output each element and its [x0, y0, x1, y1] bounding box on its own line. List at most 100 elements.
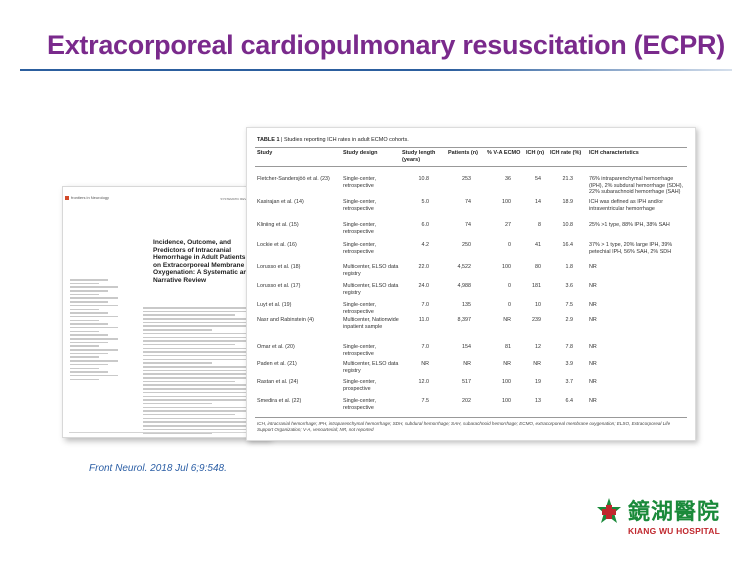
- cell-va-ecmo: 81: [505, 344, 511, 350]
- cell-ich-n: 13: [535, 398, 541, 404]
- cell-ich-n: 8: [538, 222, 541, 228]
- col-header-ich-n: ICH (n): [526, 150, 545, 156]
- col-header-length: Study length (years): [402, 150, 436, 163]
- hospital-logo-icon: [597, 498, 621, 523]
- cell-design: Multicenter, ELSO data registry: [343, 361, 399, 374]
- cell-study: Lockie et al. (16): [257, 242, 297, 248]
- cell-study: Rastan et al. (24): [257, 379, 299, 385]
- cell-ich-characteristics: 76% intraparenchymal hemorrhage (IPH), 2…: [589, 176, 684, 195]
- cell-study: Paden et al. (21): [257, 361, 297, 367]
- hospital-logo: 鏡湖醫院 KIANG WU HOSPITAL: [594, 494, 734, 544]
- cell-ich-rate: 6.4: [565, 398, 574, 404]
- cell-patients: 253: [462, 176, 471, 182]
- table-header-rule: [255, 166, 687, 167]
- cell-patients: 517: [462, 379, 471, 385]
- cell-design: Single-center, retrospective: [343, 222, 376, 235]
- cell-ich-characteristics: NR: [589, 379, 597, 385]
- table-bottom-rule: [255, 417, 687, 418]
- cell-study: Lorusso et al. (17): [257, 283, 301, 289]
- table-caption: TABLE 1 | Studies reporting ICH rates in…: [257, 137, 409, 143]
- citation: Front Neurol. 2018 Jul 6;9:548.: [89, 463, 227, 474]
- table-figure: TABLE 1 | Studies reporting ICH rates in…: [246, 127, 696, 441]
- cell-patients: NR: [463, 361, 471, 367]
- cell-design: Multicenter, ELSO data registry: [343, 283, 399, 296]
- table-caption-text: | Studies reporting ICH rates in adult E…: [281, 137, 409, 143]
- cell-patients: 8,397: [457, 317, 472, 323]
- cell-ich-n: 41: [535, 242, 541, 248]
- cell-study: Fletcher-Sandersjöö et al. (23): [257, 176, 330, 182]
- cell-ich-rate: 3.7: [565, 379, 574, 385]
- cell-ich-rate: 16.4: [562, 242, 574, 248]
- cell-ich-n: 12: [535, 344, 541, 350]
- cell-patients: 135: [462, 302, 471, 308]
- cell-va-ecmo: 0: [508, 283, 511, 289]
- cell-design: Multicenter, ELSO data registry: [343, 264, 399, 277]
- cell-length: 7.0: [421, 344, 430, 350]
- cell-study: Omar et al. (20): [257, 344, 295, 350]
- cell-patients: 154: [462, 344, 471, 350]
- cell-ich-n: 14: [535, 199, 541, 205]
- cell-patients: 4,522: [457, 264, 472, 270]
- cell-ich-rate: 1.8: [565, 264, 574, 270]
- cell-ich-rate: 21.3: [562, 176, 574, 182]
- cell-ich-characteristics: NR: [589, 302, 597, 308]
- cell-ich-characteristics: NR: [589, 344, 597, 350]
- cell-ich-rate: 10.8: [562, 222, 574, 228]
- journal-logo-icon: [65, 196, 69, 200]
- cell-design: Single-center, retrospective: [343, 398, 376, 411]
- cell-patients: 202: [462, 398, 471, 404]
- cell-design: Single-center, prospective: [343, 379, 376, 392]
- cell-length: 11.0: [418, 317, 429, 323]
- cell-study: Nasr and Rabinstein (4): [257, 317, 314, 323]
- cell-ich-n: 239: [532, 317, 541, 323]
- hospital-name-english: KIANG WU HOSPITAL: [628, 526, 721, 536]
- cell-ich-n: 80: [535, 264, 541, 270]
- cell-ich-characteristics: NR: [589, 283, 597, 289]
- slide-title: Extracorporeal cardiopulmonary resuscita…: [47, 30, 725, 60]
- cell-ich-characteristics: 37% > 1 type, 20% large IPH, 39% petechi…: [589, 242, 673, 255]
- cell-patients: 74: [465, 199, 471, 205]
- paper-title: Incidence, Outcome, and Predictors of In…: [153, 239, 252, 284]
- cell-study: Smedira et al. (22): [257, 398, 302, 404]
- cell-length: 24.0: [418, 283, 430, 289]
- cell-ich-characteristics: NR: [589, 317, 597, 323]
- cell-study: Kasirajan et al. (14): [257, 199, 304, 205]
- cell-study: Luyt et al. (19): [257, 302, 292, 308]
- cell-length: 5.0: [421, 199, 430, 205]
- col-header-study: Study: [257, 150, 273, 156]
- cell-patients: 74: [465, 222, 471, 228]
- cell-length: 7.0: [421, 302, 430, 308]
- article-type: SYSTEMATIC REVIEW: [220, 197, 252, 201]
- cell-ich-rate: 3.6: [565, 283, 574, 289]
- cell-va-ecmo: 36: [505, 176, 511, 182]
- cell-va-ecmo: NR: [503, 361, 511, 367]
- cell-ich-rate: 7.8: [565, 344, 574, 350]
- cell-va-ecmo: 27: [505, 222, 511, 228]
- col-header-patients: Patients (n): [448, 150, 478, 156]
- cell-va-ecmo: NR: [503, 317, 511, 323]
- cell-ich-rate: 18.9: [562, 199, 574, 205]
- cell-va-ecmo: 100: [502, 199, 511, 205]
- col-header-design: Study design: [343, 150, 378, 156]
- cell-length: NR: [421, 361, 429, 367]
- cell-ich-characteristics: ICH was defined as IPH and/or intraventr…: [589, 199, 664, 212]
- cell-design: Single-center, retrospective: [343, 302, 376, 315]
- col-header-ich-rate: ICH rate (%): [550, 150, 582, 156]
- paper-footer: [69, 431, 262, 433]
- cell-length: 12.0: [418, 379, 430, 385]
- cell-length: 22.0: [418, 264, 430, 270]
- cell-ich-rate: 2.9: [565, 317, 574, 323]
- hospital-name-chinese: 鏡湖醫院: [628, 499, 721, 525]
- cell-ich-n: 19: [535, 379, 541, 385]
- cell-patients: 250: [462, 242, 471, 248]
- cell-design: Single-center, retrospective: [343, 176, 376, 189]
- cell-ich-rate: 3.9: [565, 361, 574, 367]
- table-top-rule: [255, 147, 687, 148]
- paper-thumbnail: frontiers in Neurology SYSTEMATIC REVIEW…: [62, 186, 269, 438]
- table-caption-label: TABLE 1: [257, 137, 280, 143]
- table-footnote: ICH, intracranial hemorrhage; IPH, intra…: [257, 421, 671, 432]
- cell-study: Kliniing et al. (15): [257, 222, 299, 228]
- cell-va-ecmo: 100: [502, 398, 511, 404]
- cell-length: 10.8: [418, 176, 430, 182]
- cell-ich-characteristics: 25% >1 type, 88% IPH, 38% SAH: [589, 222, 670, 228]
